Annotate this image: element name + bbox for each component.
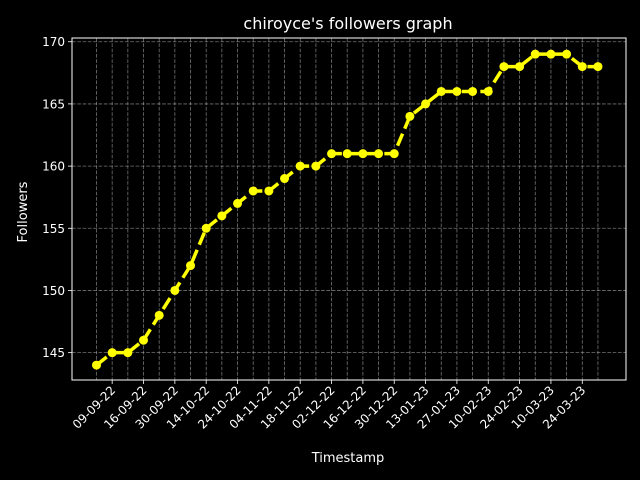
data-point bbox=[139, 335, 149, 345]
data-point bbox=[186, 261, 196, 271]
grid bbox=[72, 38, 626, 380]
data-point bbox=[264, 186, 274, 196]
data-point bbox=[562, 49, 572, 59]
data-point bbox=[107, 348, 117, 358]
data-point bbox=[499, 62, 509, 72]
data-point bbox=[515, 62, 525, 72]
data-point bbox=[483, 86, 493, 96]
data-point bbox=[311, 161, 321, 171]
y-tick-label: 160 bbox=[42, 160, 65, 174]
data-point bbox=[436, 86, 446, 96]
data-point bbox=[170, 285, 180, 295]
data-point bbox=[342, 149, 352, 159]
data-point bbox=[468, 86, 478, 96]
data-point bbox=[233, 198, 243, 208]
data-point bbox=[389, 149, 399, 159]
data-point bbox=[154, 310, 164, 320]
y-tick-label: 155 bbox=[42, 222, 65, 236]
data-point bbox=[295, 161, 305, 171]
data-point bbox=[405, 111, 415, 121]
data-point bbox=[421, 99, 431, 109]
y-tick-label: 150 bbox=[42, 284, 65, 298]
data-point bbox=[358, 149, 368, 159]
data-point bbox=[374, 149, 384, 159]
y-axis-ticks: 145 150 155 160 165 170 bbox=[42, 35, 72, 360]
x-axis-label: Timestamp bbox=[311, 451, 385, 466]
chart-title: chiroyce's followers graph bbox=[243, 14, 452, 33]
plot-area-frame bbox=[71, 37, 627, 381]
data-point bbox=[280, 174, 290, 184]
data-point bbox=[327, 149, 337, 159]
data-point bbox=[593, 62, 603, 72]
data-point bbox=[546, 49, 556, 59]
data-point bbox=[201, 223, 211, 233]
data-point bbox=[530, 49, 540, 59]
data-point bbox=[452, 86, 462, 96]
data-point bbox=[123, 348, 133, 358]
followers-series-line bbox=[95, 52, 598, 367]
y-tick-label: 170 bbox=[42, 35, 65, 49]
y-tick-label: 165 bbox=[42, 97, 65, 111]
followers-series-points bbox=[92, 49, 603, 370]
data-point bbox=[577, 62, 587, 72]
y-tick-label: 145 bbox=[42, 346, 65, 360]
data-point bbox=[92, 360, 101, 370]
data-point bbox=[217, 211, 227, 221]
y-axis-label: Followers bbox=[16, 181, 31, 242]
data-point bbox=[248, 186, 258, 196]
